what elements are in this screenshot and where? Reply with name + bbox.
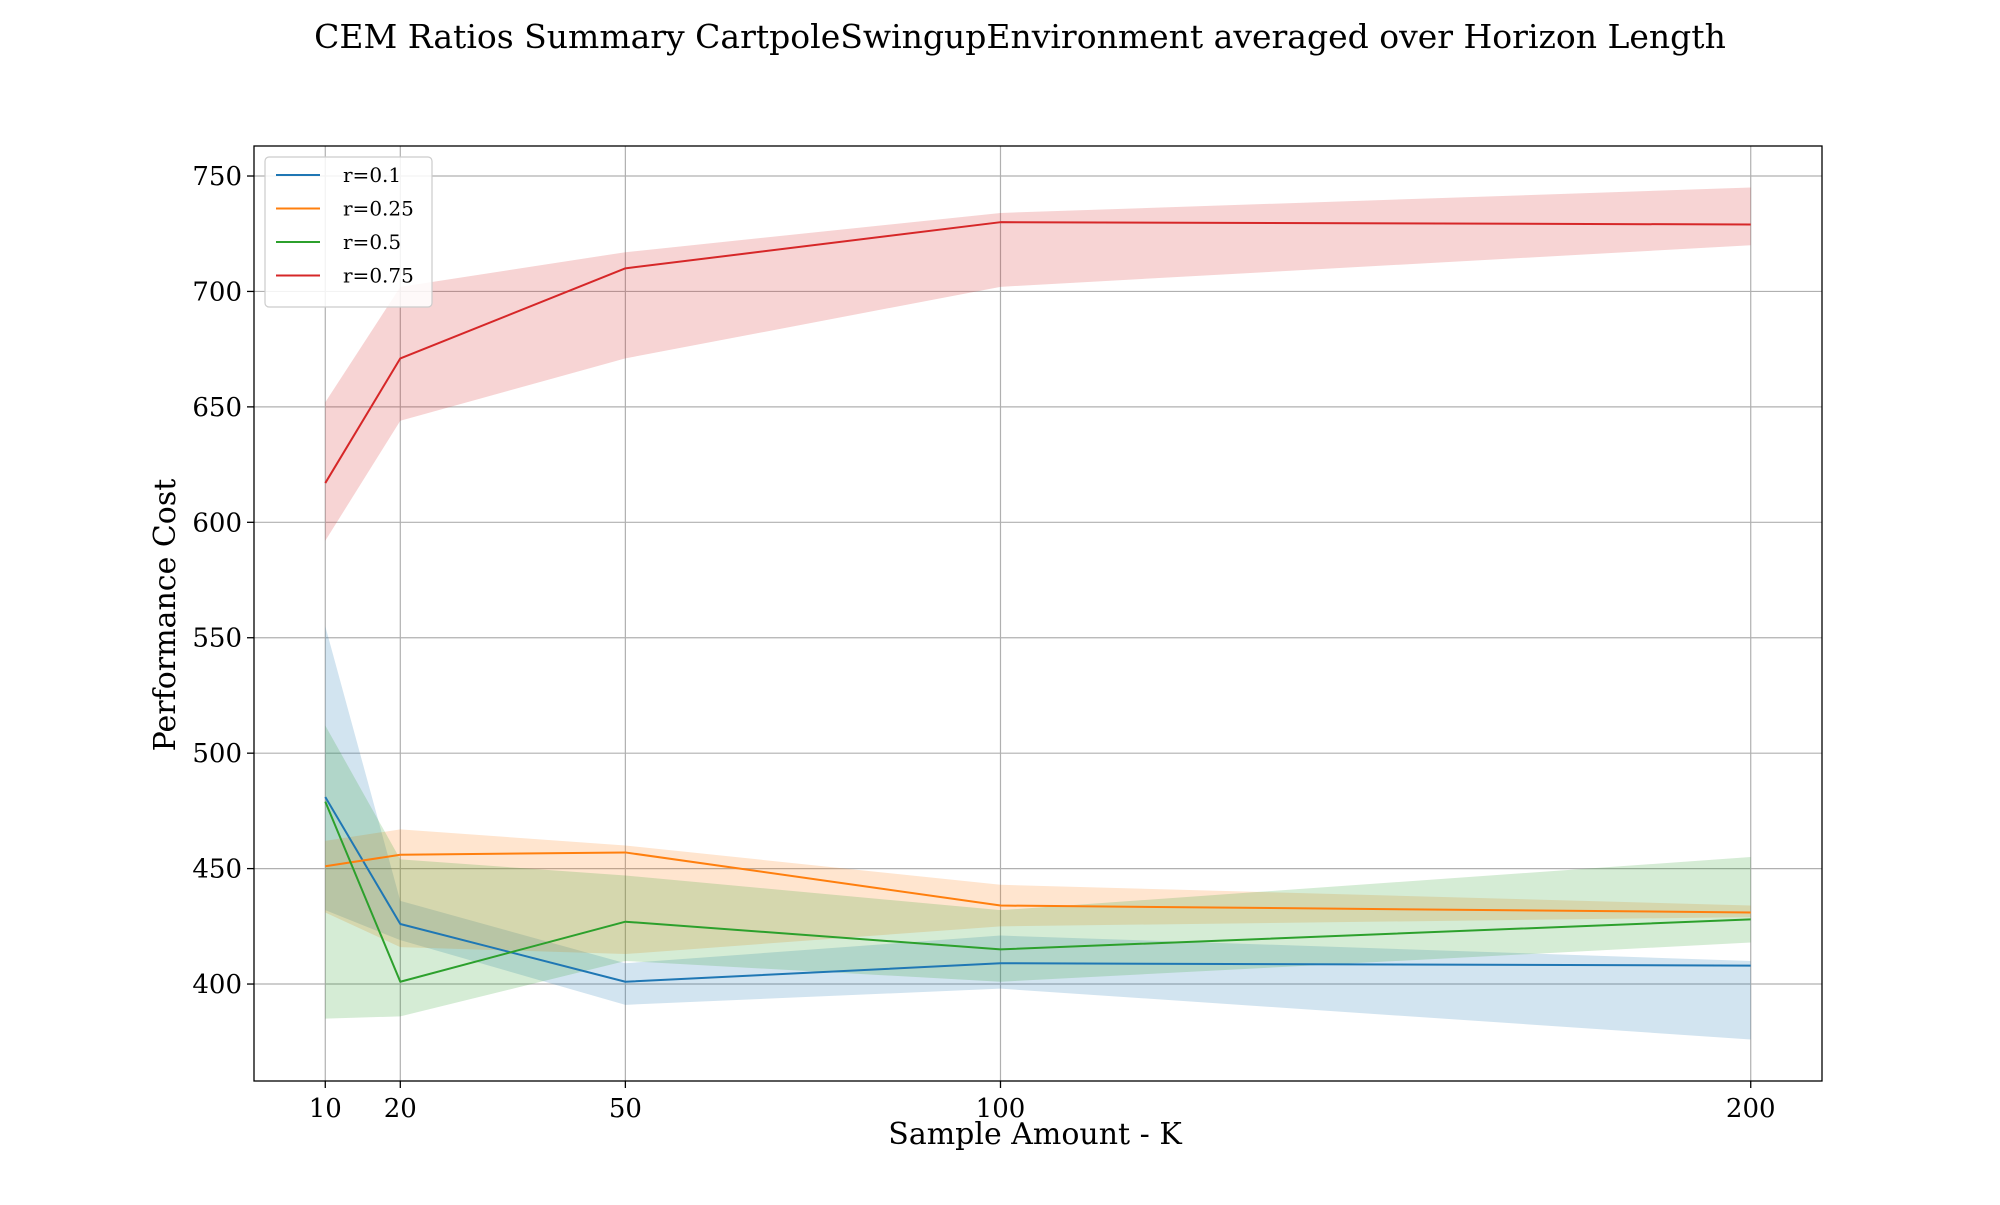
x-axis-label: Sample Amount - K — [888, 1117, 1182, 1152]
y-tick-label: 650 — [192, 393, 242, 423]
confidence-bands — [325, 187, 1751, 1040]
x-tick-label: 50 — [609, 1094, 642, 1124]
legend-label: r=0.75 — [343, 264, 414, 288]
y-tick-label: 750 — [192, 162, 242, 192]
series-line — [325, 851, 1751, 914]
y-axis-label: Performance Cost — [148, 479, 183, 752]
y-tick-label: 500 — [192, 739, 242, 769]
series-line — [324, 796, 1751, 983]
x-tick-label: 100 — [976, 1094, 1026, 1124]
y-tick-label: 400 — [192, 970, 242, 1000]
x-tick-label: 20 — [384, 1094, 417, 1124]
series-line — [324, 801, 1751, 983]
legend: r=0.1 r=0.25 r=0.5 r=0.75 — [264, 156, 433, 308]
x-tick-label: 200 — [1726, 1094, 1776, 1124]
y-tick-label: 450 — [192, 855, 242, 885]
legend-box — [264, 156, 433, 308]
y-tick-label: 700 — [192, 277, 242, 307]
plot-frame — [253, 145, 1823, 1082]
legend-label: r=0.1 — [343, 163, 401, 187]
x-tick-label: 10 — [309, 1094, 342, 1124]
legend-label: r=0.25 — [343, 197, 414, 221]
y-tick-label: 550 — [192, 624, 242, 654]
confidence-band — [325, 626, 1751, 1040]
legend-label: r=0.5 — [343, 230, 401, 254]
grid — [254, 146, 1822, 1081]
y-tick-label: 600 — [192, 508, 242, 538]
confidence-band — [325, 725, 1751, 1019]
confidence-band — [325, 187, 1751, 541]
series-lines — [324, 221, 1751, 983]
chart-title: CEM Ratios Summary CartpoleSwingupEnviro… — [314, 17, 1726, 56]
axis-ticks: 10 20 50 100 200 400 450 500 550 600 650 700 750 — [192, 162, 1775, 1124]
series-line — [324, 221, 1751, 484]
